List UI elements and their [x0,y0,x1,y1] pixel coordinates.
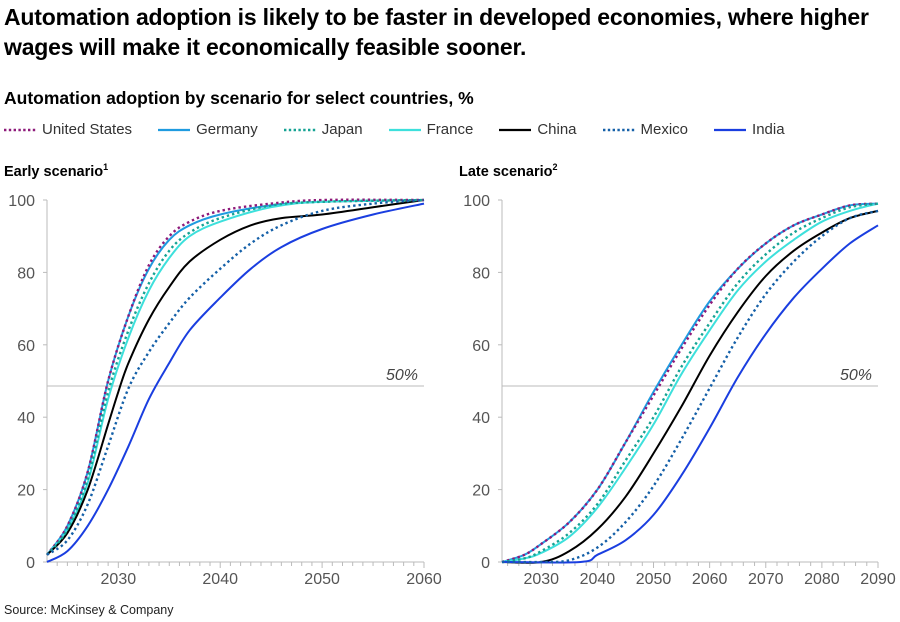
series-line-germany [46,199,425,556]
series-line-china [46,199,425,556]
series-line-china [501,209,879,564]
legend-swatch [158,128,191,131]
reference-line-label: 50% [840,367,872,384]
reference-line-label: 50% [386,367,418,384]
x-tick-label: 2070 [748,571,784,585]
y-tick-label: 100 [8,193,35,210]
legend-item: United States [4,121,132,138]
y-tick-label: 100 [463,193,490,210]
legend-item: Japan [283,121,363,138]
source-note: Source: McKinsey & Company [4,603,174,617]
legend-swatch [388,128,421,131]
y-tick-label: 40 [472,410,490,427]
x-tick-label: 2040 [580,571,616,585]
footnote-marker: 2 [552,162,558,172]
x-tick-label: 2040 [202,571,238,585]
x-tick-label: 2030 [101,571,137,585]
x-tick-label: 2050 [304,571,340,585]
legend: United States Germany Japan France China Mexi… [4,121,811,138]
series-line-france [501,202,879,563]
legend-label: Japan [321,121,363,138]
legend-swatch [4,128,36,131]
y-tick-label: 60 [17,338,35,355]
y-tick-label: 20 [17,483,35,500]
series-line-germany [501,202,879,563]
series-line-mexico [501,209,879,564]
series-line-india [501,224,879,564]
series-line-japan [501,202,879,564]
legend-label: Mexico [640,121,689,138]
legend-item: Mexico [602,121,689,138]
series-line-united-states [46,198,425,556]
legend-swatch [602,128,635,131]
panel-title-late-text: Late scenario [459,163,553,180]
panel-title-early: Early scenario1 [4,162,108,180]
y-tick-label: 60 [472,338,490,355]
legend-swatch [283,128,316,131]
x-tick-label: 2030 [523,571,559,585]
legend-swatch [714,128,747,131]
series-line-japan [46,198,425,556]
y-tick-label: 20 [472,483,490,500]
legend-item: France [388,121,474,138]
legend-label: India [752,121,785,138]
x-tick-label: 2050 [636,571,672,585]
legend-label: China [537,121,577,138]
x-tick-label: 2060 [406,571,442,585]
y-tick-label: 40 [17,410,35,427]
legend-label: France [426,121,474,138]
legend-item: China [499,121,577,138]
x-tick-label: 2090 [860,571,896,585]
legend-item: Germany [158,121,258,138]
x-tick-label: 2060 [692,571,728,585]
panel-title-late: Late scenario2 [459,162,558,180]
legend-label: United States [42,121,133,138]
legend-label: Germany [196,121,258,138]
headline: Automation adoption is likely to be fast… [4,4,869,60]
legend-item: India [714,121,785,138]
y-tick-label: 0 [481,555,490,572]
series-line-united-states [501,202,879,564]
series-line-france [46,199,425,556]
x-tick-label: 2080 [804,571,840,585]
footnote-marker: 1 [103,162,109,172]
panel-title-early-text: Early scenario [4,163,104,180]
series-line-mexico [46,198,425,556]
y-tick-label: 80 [472,265,490,282]
y-tick-label: 80 [17,265,35,282]
series-line-india [46,202,425,563]
legend-swatch [499,128,532,131]
y-tick-label: 0 [26,555,35,572]
chart-subtitle: Automation adoption by scenario for sele… [4,88,474,108]
